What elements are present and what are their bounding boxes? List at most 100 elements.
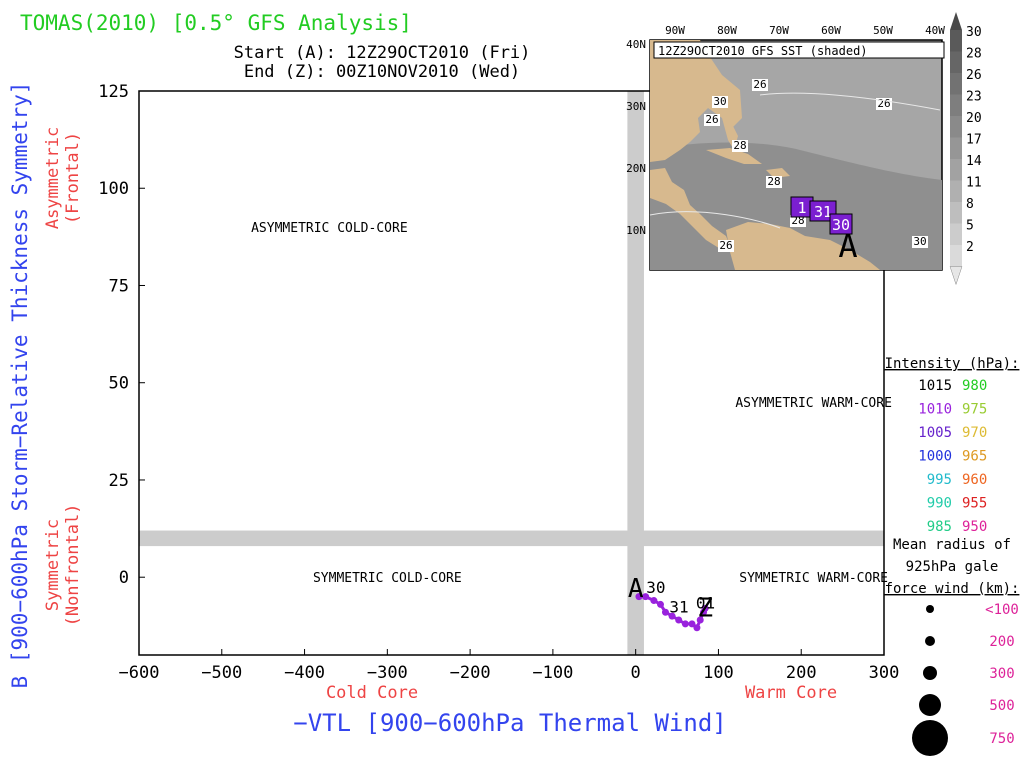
north-america-land (650, 40, 742, 162)
contour-label: 30 (913, 235, 926, 248)
intensity-pressure-right: 960 (962, 472, 987, 488)
radius-label: 300 (989, 666, 1014, 682)
cuba-land (706, 148, 762, 164)
track-point (701, 604, 709, 612)
quadrant-label: SYMMETRIC WARM-CORE (739, 571, 888, 586)
radius-label: 750 (989, 731, 1014, 747)
colorbar-swatch (950, 223, 962, 245)
x-tick-label: −100 (532, 663, 573, 683)
chart-title: TOMAS(2010) [0.5° GFS Analysis] (20, 11, 412, 35)
colorbar-top-arrow (950, 12, 962, 30)
track-annotation: 01 (696, 593, 715, 612)
intensity-pressure-right: 965 (962, 449, 987, 465)
track-point (693, 624, 701, 632)
cold-core-label: Cold Core (326, 683, 418, 703)
track-point (661, 608, 669, 616)
intensity-pressure-right: 950 (962, 519, 987, 535)
radius-marker (923, 666, 937, 680)
track-point (668, 612, 676, 620)
radius-label: 500 (989, 698, 1014, 714)
contour-label-bg (790, 215, 806, 227)
inset-contour-line (649, 211, 781, 229)
track-point (642, 593, 650, 601)
colorbar-label: 11 (966, 176, 982, 191)
track-point (650, 597, 658, 605)
symmetric-label-group: Symmetric (Nonfrontal) (43, 504, 83, 627)
colorbar-label: 5 (966, 219, 974, 234)
y-tick-label: 0 (119, 568, 129, 588)
asymmetric-label-line: (Frontal) (63, 132, 83, 224)
x-axis-ticks: −600 −500 −400 −300 −200 −100 0 100 200 300 (119, 649, 900, 683)
x-tick-label: −400 (284, 663, 325, 683)
y-axis-title: B [900−600hPa Storm−Relative Thickness S… (8, 82, 32, 689)
intensity-pressure-left: 1000 (918, 449, 952, 465)
track-annotation: A (628, 574, 644, 604)
contour-label: 28 (733, 139, 746, 152)
colorbar-swatch (950, 202, 962, 224)
radius-label: <100 (985, 602, 1019, 618)
inset-title-box (653, 41, 945, 59)
track-point (696, 616, 704, 624)
contour-label: 30 (713, 95, 726, 108)
inset-track-label: 1 (797, 199, 806, 217)
x-tick-label: 200 (786, 663, 817, 683)
intensity-pressure-left: 1010 (918, 402, 952, 418)
colorbar-swatch (950, 245, 962, 267)
x-tick-label: −200 (450, 663, 491, 683)
colorbar-swatch (950, 30, 962, 52)
y-tick-label: 50 (109, 374, 129, 394)
asymmetric-label-line: Asymmetric (43, 127, 63, 229)
intensity-pressure-left: 990 (927, 496, 952, 512)
plot-frame (138, 90, 885, 656)
x-tick-label: −500 (201, 663, 242, 683)
track-point (635, 593, 643, 601)
symmetric-label-line: Symmetric (43, 519, 63, 611)
colorbar-label: 2 (966, 240, 974, 255)
radius-marker (912, 720, 948, 756)
asymmetric-label-group: Asymmetric (Frontal) (43, 127, 83, 229)
inset-track-label: 30 (832, 216, 850, 234)
track-annotation: 30 (646, 578, 665, 597)
track-point (688, 620, 696, 628)
south-america-land (726, 222, 880, 270)
colorbar-label: 20 (966, 111, 982, 126)
quadrant-label: SYMMETRIC COLD-CORE (313, 571, 462, 586)
hispaniola-land (766, 168, 790, 178)
inset-title: 12Z29OCT2010 GFS SST (shaded) (658, 44, 868, 58)
intensity-pressure-left: 1015 (918, 378, 952, 394)
contour-label-bg (752, 79, 768, 91)
inset-lon-label: 50W (873, 24, 893, 37)
colorbar-label: 17 (966, 133, 982, 148)
colorbar-swatch (950, 94, 962, 116)
track-point (681, 620, 689, 628)
y-tick-label: 25 (109, 471, 129, 491)
x-tick-label: 300 (869, 663, 900, 683)
x-axis-title: −VTL [900−600hPa Thermal Wind] (293, 709, 726, 737)
contour-label: 26 (877, 97, 890, 110)
colorbar-label: 30 (966, 25, 982, 40)
symmetric-label-line: (Nonfrontal) (63, 504, 83, 627)
colorbar-swatch (950, 51, 962, 73)
storm-track (635, 593, 709, 632)
radius-legend-title: 925hPa gale (906, 559, 999, 575)
contour-label-bg (766, 176, 782, 188)
x-tick-label: −600 (119, 663, 160, 683)
contour-label: 28 (767, 175, 780, 188)
symmetry-threshold-band (139, 530, 884, 547)
radius-marker (926, 605, 934, 613)
end-time-label: End (Z): 00Z10NOV2010 (Wed) (244, 62, 520, 82)
contour-label-bg (712, 96, 728, 108)
colorbar-swatch (950, 73, 962, 95)
contour-label: 26 (753, 78, 766, 91)
warm-core-label: Warm Core (745, 683, 837, 703)
y-axis-ticks: 0 25 50 75 100 125 (98, 82, 145, 588)
intensity-legend: Intensity (hPa): 1015 980 1010 975 1005 970 100… (885, 356, 1020, 535)
central-america-land (650, 168, 730, 250)
x-tick-label: −300 (367, 663, 408, 683)
inset-lon-label: 60W (821, 24, 841, 37)
inset-latitude-labels: 40N 30N 20N 10N (626, 38, 646, 237)
